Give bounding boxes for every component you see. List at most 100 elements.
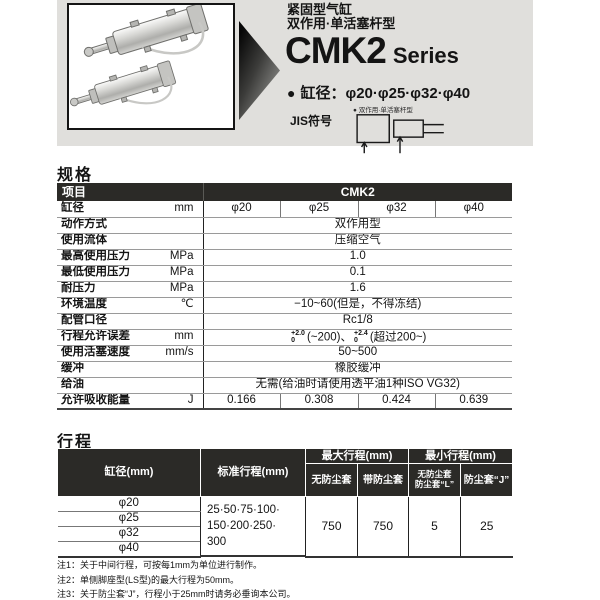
table-row: φ40 [57, 541, 513, 558]
bore-cell: φ25 [57, 511, 201, 527]
bore-size-line: ● 缸径：φ20·φ25·φ32·φ40 [287, 82, 470, 103]
min-stroke-cover-j: 25 [460, 496, 513, 558]
max-stroke-with-cover: 750 [356, 496, 409, 558]
table-row: 使用活塞速度 mm/s 50~500 [57, 345, 513, 362]
specs-header-row: 项目 CMK2 [57, 183, 513, 201]
standard-stroke-line: 25·50·75·100· [207, 504, 280, 517]
spec-value: −10~60(但是，不得冻结) [203, 297, 513, 314]
spec-label: 配管口径 [61, 314, 107, 327]
spec-unit: mm [174, 202, 194, 214]
table-row: φ20 25·50·75·100· 150·200·250· 300 750 7… [57, 496, 513, 558]
table-row: 环境温度 ℃ −10~60(但是，不得冻结) [57, 297, 513, 314]
spec-value: φ25 [279, 201, 358, 218]
spec-value: 无需(给油时请使用透平油1种ISO VG32) [203, 377, 513, 394]
tol-sub: 0 [291, 337, 296, 344]
standard-stroke-line: 300 [207, 535, 227, 548]
min-stroke-no-cover-l: 5 [408, 496, 461, 558]
stroke-sub-min-no-cover-l: 无防尘套 防尘套“L” [408, 463, 462, 497]
max-stroke-no-cover: 750 [305, 496, 358, 558]
series-title: CMK2 Series [285, 30, 459, 72]
spec-unit: J [187, 394, 194, 406]
spec-value: Rc1/8 [203, 313, 513, 330]
specs-col-series: CMK2 [203, 183, 513, 201]
series-suffix: Series [392, 43, 459, 68]
bore-cell: φ40 [57, 541, 201, 558]
table-row: 动作方式 双作用型 [57, 217, 513, 234]
tol-sup: +2.0 [291, 329, 305, 337]
spec-value: φ20 [203, 201, 280, 218]
table-row: 缸径 mm φ20 φ25 φ32 φ40 [57, 201, 513, 218]
product-photo-box [67, 3, 235, 130]
bullet-icon: ● [287, 85, 296, 101]
stroke-sub-line1: 无防尘套 [417, 469, 452, 480]
tol-mid: (~200)、 [306, 331, 352, 344]
spec-value: 0.166 [203, 393, 280, 410]
specs-col-item: 项目 [57, 183, 204, 201]
spec-label: 给油 [61, 378, 84, 391]
table-row: 缓冲 橡胶缓冲 [57, 361, 513, 378]
bore-size-text: 缸径：φ20·φ25·φ32·φ40 [300, 85, 471, 102]
spec-label: 最高使用压力 [61, 250, 130, 263]
spec-value: 双作用型 [203, 217, 513, 234]
table-bottom-line [200, 555, 305, 557]
spec-value: 0.424 [357, 393, 435, 410]
standard-stroke-line: 150·200·250· [207, 519, 277, 532]
table-row: φ25 [57, 511, 513, 527]
table-row: 给油 无需(给油时请使用透平油1种ISO VG32) [57, 377, 513, 394]
table-row: 最低使用压力 MPa 0.1 [57, 265, 513, 282]
spec-unit: MPa [169, 282, 194, 295]
spec-value: 0.639 [434, 393, 513, 410]
cylinder-photo-illustration [70, 3, 209, 107]
jis-symbol-caption: ● 双作用·单活塞杆型 [353, 107, 413, 114]
note-line: 注1：关于中间行程，可按每1mm为单位进行制作。 [57, 560, 263, 570]
table-row: φ32 [57, 526, 513, 542]
spec-value: 0.308 [279, 393, 358, 410]
tol-end: (超过200~) [369, 331, 427, 344]
stroke-sub-min-cover-j: 防尘套“J” [460, 463, 514, 497]
spec-unit: MPa [169, 266, 194, 279]
specs-section-title: 规格 [57, 167, 94, 184]
stroke-sub-line2: 防尘套“L” [414, 479, 455, 489]
spec-value: 橡胶缓冲 [203, 361, 513, 378]
tolerance-stack: +2.0 0 [291, 329, 305, 344]
spec-value: φ40 [434, 201, 513, 218]
spec-label: 缸径 [61, 202, 84, 214]
spec-label: 缓冲 [61, 362, 84, 375]
tolerance-stack: +2.4 0 [354, 330, 368, 344]
spec-value: 0.1 [203, 265, 513, 282]
spec-unit: mm/s [165, 346, 194, 359]
header-subtitle-line1: 紧固型气缸 [287, 2, 353, 17]
table-row: 耐压力 MPa 1.6 [57, 281, 513, 298]
jis-symbol-label: JIS符号 [290, 114, 333, 128]
jis-symbol-diagram-icon [355, 113, 445, 160]
standard-stroke-cell: 25·50·75·100· 150·200·250· 300 [200, 496, 306, 557]
table-row: 行程允许误差 mm +2.0 0 (~200)、 +2.4 0 (超过200~) [57, 329, 513, 346]
note-line: 注3：关于防尘套“J”，行程小于25mm时请务必垂询本公司。 [57, 589, 296, 599]
stroke-col-bore: 缸径(mm) [57, 448, 201, 497]
bore-cell: φ20 [57, 496, 201, 512]
table-row: 使用流体 压缩空气 [57, 233, 513, 250]
spec-value: φ32 [357, 201, 435, 218]
spec-label: 环境温度 [61, 298, 107, 311]
spec-unit: mm [174, 330, 194, 343]
table-row: 最高使用压力 MPa 1.0 [57, 249, 513, 266]
note-line: 注2：单侧脚座型(LS型)的最大行程为50mm。 [57, 574, 240, 585]
stroke-col-standard: 标准行程(mm) [200, 448, 306, 497]
stroke-header-row2: 无防尘套 带防尘套 无防尘套 防尘套“L” 防尘套“J” [58, 463, 514, 497]
spec-label: 使用流体 [61, 234, 107, 247]
table-row: 允许吸收能量 J 0.166 0.308 0.424 0.639 [57, 393, 513, 410]
bore-cell: φ32 [57, 526, 201, 542]
spec-value: 压缩空气 [203, 233, 513, 250]
stroke-col-max: 最大行程(mm) [304, 448, 410, 464]
spec-label: 动作方式 [61, 218, 107, 231]
tol-sub: 0 [354, 337, 358, 344]
spec-label: 耐压力 [61, 282, 96, 295]
stroke-section-title: 行程 [57, 434, 94, 451]
header-subtitle-line2: 双作用·单活塞杆型 [287, 16, 396, 31]
spec-value-tolerance: +2.0 0 (~200)、 +2.4 0 (超过200~) [203, 329, 513, 346]
spec-value: 1.0 [203, 249, 513, 266]
stroke-header-row1: 缸径(mm) 标准行程(mm) 最大行程(mm) 最小行程(mm) [57, 448, 514, 497]
specs-table: 项目 CMK2 缸径 mm φ20 φ25 φ32 φ40 动作方式 双作用型 使… [57, 183, 513, 410]
stroke-sub-max-no-cover: 无防尘套 [305, 463, 358, 497]
